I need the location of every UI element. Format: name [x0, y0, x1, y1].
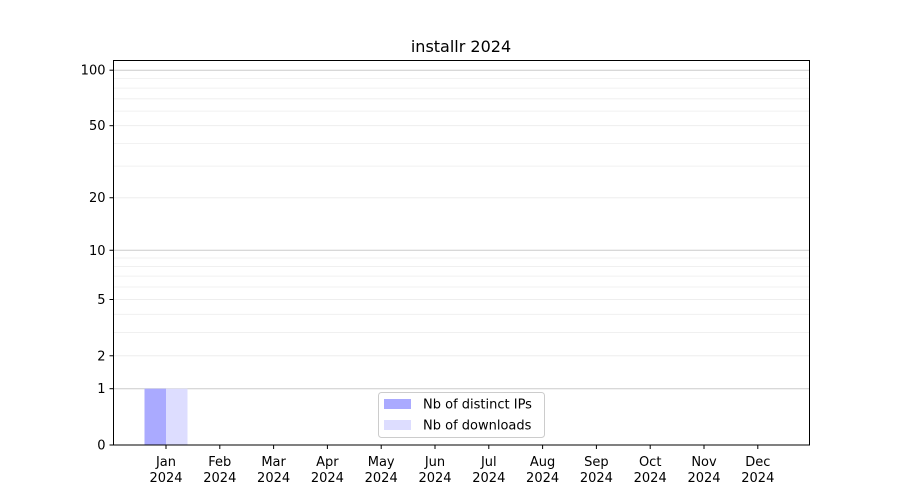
x-tick-label: Jul — [480, 455, 497, 470]
legend-swatch — [384, 420, 411, 430]
x-tick-label: 2024 — [580, 471, 613, 486]
bars — [144, 388, 188, 445]
bar — [166, 388, 188, 445]
x-tick-label: 2024 — [257, 471, 290, 486]
x-tick-label: Apr — [316, 455, 339, 470]
bar — [144, 388, 166, 445]
x-axis: Jan2024Feb2024Mar2024Apr2024May2024Jun20… — [149, 445, 774, 486]
x-tick-label: 2024 — [741, 471, 774, 486]
chart-title: installr 2024 — [411, 37, 511, 56]
legend: Nb of distinct IPs Nb of downloads — [378, 392, 545, 438]
legend-swatch — [384, 399, 411, 409]
plot-frame — [113, 60, 810, 446]
x-tick-label: 2024 — [149, 471, 182, 486]
x-tick-label: Sep — [584, 455, 609, 470]
x-tick-label: Dec — [745, 455, 770, 470]
x-tick-label: 2024 — [472, 471, 505, 486]
x-tick-label: 2024 — [311, 471, 344, 486]
x-tick-label: May — [368, 455, 395, 470]
x-tick-label: 2024 — [203, 471, 236, 486]
x-tick-label: 2024 — [634, 471, 667, 486]
x-tick-label: 2024 — [526, 471, 559, 486]
x-tick-label: 2024 — [365, 471, 398, 486]
x-tick-label: Feb — [208, 455, 231, 470]
y-tick-label: 1 — [97, 382, 105, 397]
y-tick-label: 100 — [81, 64, 106, 79]
x-tick-label: 2024 — [418, 471, 451, 486]
x-tick-label: Oct — [639, 455, 661, 470]
grid — [113, 69, 810, 390]
legend-box — [378, 392, 545, 438]
x-tick-label: 2024 — [687, 471, 720, 486]
x-tick-label: Mar — [261, 455, 286, 470]
legend-label: Nb of distinct IPs — [423, 398, 532, 413]
y-tick-label: 0 — [97, 439, 105, 454]
legend-label: Nb of downloads — [423, 419, 532, 434]
x-tick-label: Jun — [424, 455, 445, 470]
y-tick-label: 20 — [89, 191, 106, 206]
y-axis: 0 1 2 5 10 20 50 100 — [81, 64, 114, 454]
x-tick-label: Aug — [530, 455, 555, 470]
y-tick-label: 2 — [97, 349, 105, 364]
x-tick-label: Jan — [155, 455, 176, 470]
y-tick-label: 5 — [97, 293, 105, 308]
x-tick-label: Nov — [691, 455, 717, 470]
y-tick-label: 50 — [89, 119, 106, 134]
y-tick-label: 10 — [89, 244, 106, 259]
